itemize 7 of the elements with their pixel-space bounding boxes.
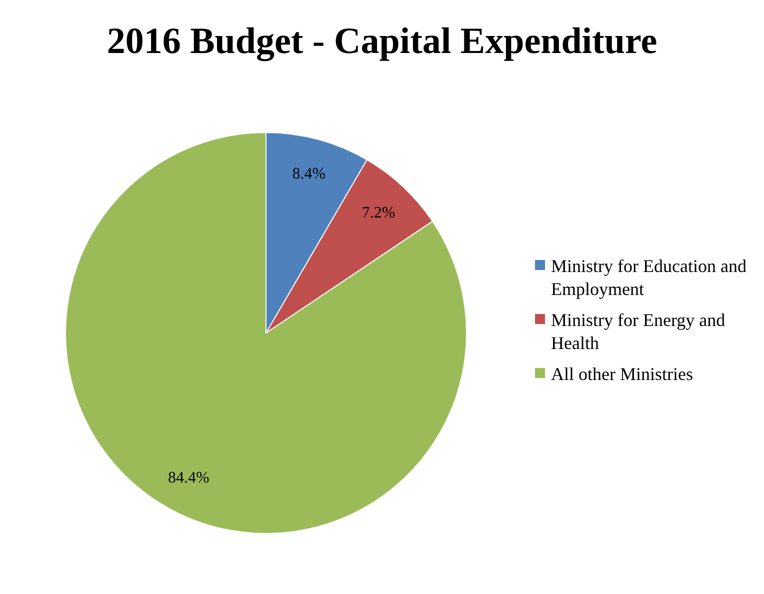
legend-label: Ministry for Energy and Health bbox=[551, 309, 726, 355]
data-label: 84.4% bbox=[168, 469, 210, 486]
data-label: 7.2% bbox=[362, 204, 396, 222]
data-label: 8.4% bbox=[292, 165, 326, 182]
legend-label: Ministry for Education and Employment bbox=[551, 255, 748, 301]
legend-label: All other Ministries bbox=[551, 363, 693, 386]
chart-title: 2016 Budget - Capital Expenditure bbox=[106, 20, 658, 63]
